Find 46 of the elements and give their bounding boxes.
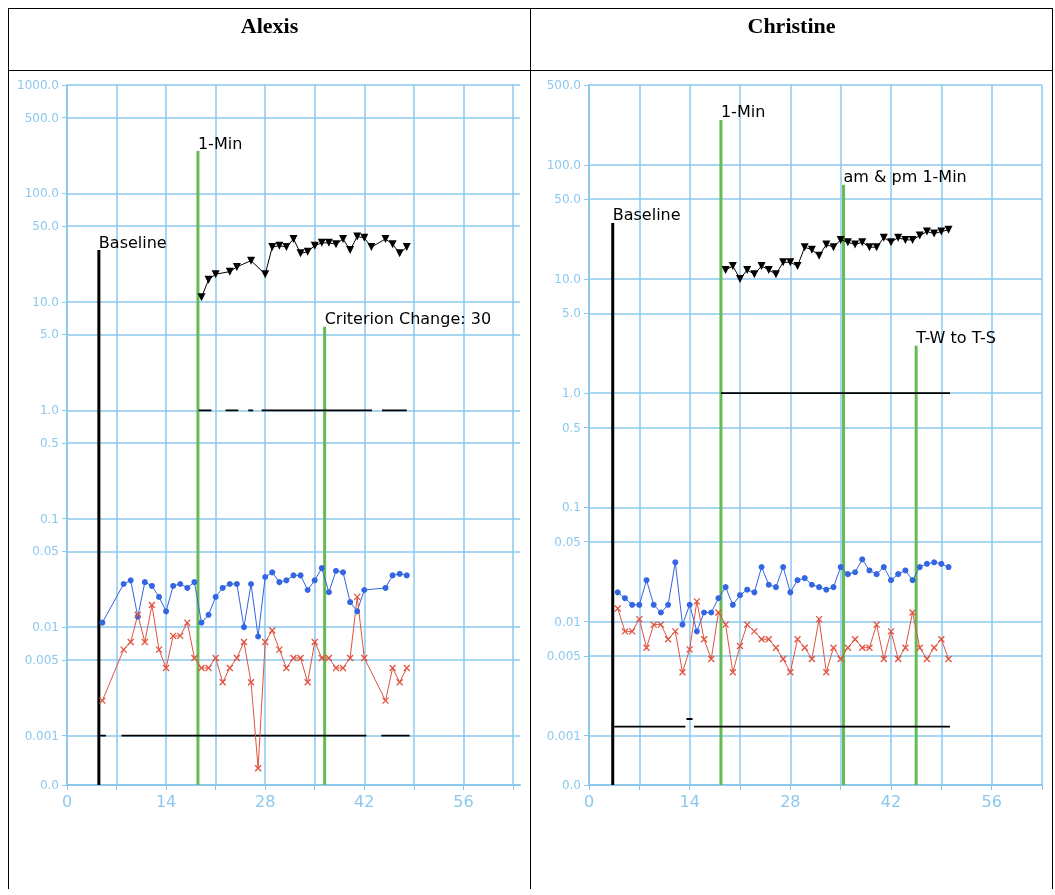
y-tick-label: 100.0 [546, 157, 581, 172]
y-tick-label: 0.001 [546, 728, 581, 743]
y-tick-label: 0.1 [39, 511, 59, 526]
y-tick-label: 500.0 [24, 110, 59, 125]
y-tick-label: 10.0 [554, 271, 581, 286]
x-tick-label: 28 [780, 791, 801, 811]
y-tick-label: 0.001 [24, 728, 59, 743]
annotation: 1-Min [197, 133, 243, 153]
x-tick-label: 42 [354, 791, 375, 811]
y-tick-label: 0.1 [561, 500, 581, 515]
chart-title: Christine [747, 13, 836, 39]
y-tick-label: 1.0 [561, 386, 581, 401]
x-tick-label: 14 [155, 791, 177, 811]
y-tick-label: 5.0 [39, 327, 59, 342]
annotation: Criterion Change: 30 [324, 309, 492, 329]
y-tick-label: 0.05 [32, 544, 59, 559]
x-tick-label: 0 [583, 791, 595, 811]
chart-title: Alexis [240, 13, 299, 39]
y-tick-label: 0.0 [561, 778, 581, 792]
y-tick-label: 1000.0 [17, 78, 59, 92]
y-tick-label: 50.0 [32, 219, 59, 234]
x-tick-label: 28 [255, 791, 276, 811]
x-tick-label: 0 [61, 791, 73, 811]
y-tick-label: 10.0 [32, 294, 59, 309]
annotation: am & pm 1-Min [843, 167, 967, 187]
y-tick-label: 1.0 [39, 403, 59, 418]
y-tick-label: 0.5 [561, 420, 581, 435]
x-tick-label: 42 [880, 791, 902, 811]
x-tick-label: 14 [679, 791, 700, 811]
y-tick-label: 0.005 [24, 652, 59, 667]
x-tick-label: 56 [453, 791, 474, 811]
x-tick-label: 56 [981, 791, 1002, 811]
y-tick-label: 0.01 [32, 620, 59, 635]
annotation: T-W to T-S [915, 328, 996, 348]
y-tick-label: 0.0 [39, 778, 59, 792]
y-tick-label: 100.0 [24, 186, 59, 201]
y-tick-label: 50.0 [554, 192, 581, 207]
y-tick-label: 5.0 [561, 306, 581, 321]
y-tick-label: 0.05 [554, 534, 581, 549]
annotation: 1-Min [720, 102, 766, 122]
y-tick-label: 500.0 [546, 78, 581, 92]
y-tick-label: 0.005 [546, 648, 581, 663]
y-tick-label: 0.01 [554, 614, 581, 629]
y-tick-label: 0.5 [39, 435, 59, 450]
annotation: Baseline [98, 232, 167, 252]
annotation: Baseline [612, 205, 681, 225]
